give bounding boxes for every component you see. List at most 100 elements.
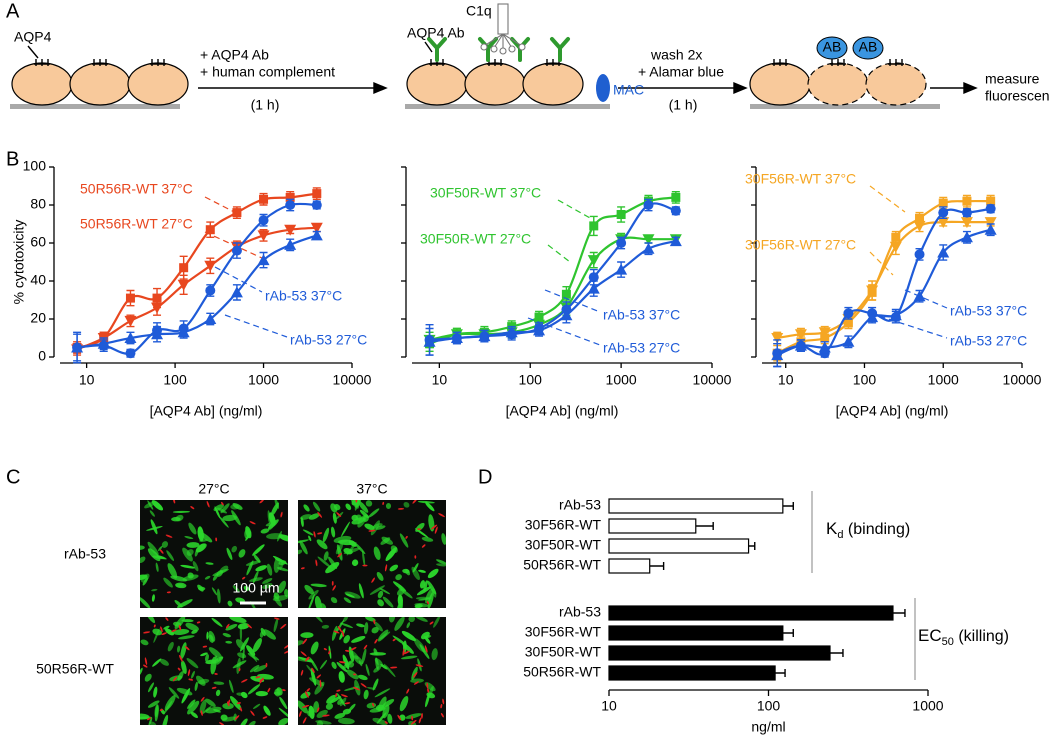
group-label-main: K [826, 519, 838, 538]
panel-label: C [6, 466, 20, 488]
dead-cell [421, 544, 426, 548]
cell-blob [412, 562, 419, 573]
marker [938, 198, 948, 208]
dead-cell [241, 678, 248, 683]
fit-curve [429, 236, 676, 341]
cell-blob [205, 698, 216, 707]
cell-blob [308, 594, 315, 608]
dead-cell [190, 506, 195, 510]
dead-cell [424, 645, 428, 653]
dead-cell [239, 707, 243, 712]
dead-cell [165, 617, 169, 621]
cell-blob [237, 623, 250, 630]
cell-blob [373, 621, 383, 632]
dead-cell [306, 688, 311, 692]
dead-cell [413, 671, 418, 678]
cell-blob [278, 534, 288, 542]
cell-blob [272, 595, 288, 602]
marker [914, 249, 925, 260]
error-bar [649, 562, 665, 570]
cell-blob [249, 664, 260, 673]
cell-blob [140, 639, 149, 646]
group-label-suffix: (binding) [843, 521, 910, 538]
marker [534, 312, 544, 322]
series-label: 50R56R-WT 37°C [80, 181, 193, 197]
cell-blob [362, 550, 366, 567]
label: AQP4 Ab [407, 25, 465, 41]
cell-blob [330, 526, 336, 538]
marker [257, 230, 270, 242]
cell-blob [395, 574, 402, 581]
dead-cell [302, 705, 310, 708]
dead-cell [344, 702, 351, 705]
cell-blob [356, 623, 365, 628]
cell-blob [185, 622, 199, 631]
cell-blob [372, 678, 379, 691]
leader-line [904, 289, 948, 309]
cell-blob [331, 625, 338, 641]
dead-cell [284, 650, 288, 654]
cell-blob [171, 517, 181, 522]
cell-blob [225, 640, 233, 644]
x-tick-label: 10000 [333, 372, 372, 388]
marker [125, 293, 135, 303]
marker [818, 341, 831, 353]
cell-blob [277, 580, 287, 594]
cell-blob [298, 640, 304, 646]
series-label: rAb-53 27°C [290, 332, 367, 348]
y-tick-label: 40 [30, 272, 46, 288]
marker [589, 221, 599, 231]
cell-blob [405, 568, 411, 576]
dead-cell [273, 617, 280, 620]
cell-blob [330, 597, 338, 604]
label: (1 h) [251, 97, 280, 113]
dead-cell [350, 647, 357, 651]
fit-curve [776, 199, 991, 355]
dead-cell [427, 688, 430, 693]
dead-cell [206, 501, 210, 508]
series-label: rAb-53 27°C [603, 340, 680, 356]
leader-line [214, 266, 263, 293]
label: fluorescence [985, 88, 1050, 104]
cell-blob [425, 501, 435, 512]
cell-blob [325, 561, 340, 574]
cell-blob [216, 656, 224, 665]
cell-blob [229, 617, 247, 624]
cell-blob [142, 577, 149, 586]
cell-blob [332, 512, 337, 524]
cell-blob [245, 560, 261, 566]
dead-cell [384, 721, 388, 724]
dead-cell [300, 567, 305, 570]
cell-blob [361, 648, 367, 665]
cell-blob [172, 510, 190, 513]
dead-cell [178, 654, 183, 662]
cell-blob [365, 617, 376, 622]
cell-blob [182, 547, 193, 562]
cell-blob [390, 545, 398, 553]
dead-cell [302, 638, 308, 645]
dead-cell [317, 511, 323, 518]
cell-blob [306, 664, 313, 673]
cell-blob [418, 569, 426, 573]
marker [960, 231, 973, 243]
cell-blob [363, 689, 369, 700]
x-tick-label: 100 [163, 372, 187, 388]
dead-cell [345, 649, 350, 652]
marker [889, 241, 902, 253]
cell-blob [180, 564, 196, 569]
marker [866, 285, 879, 297]
marker [204, 260, 217, 272]
cell-blob [144, 673, 152, 682]
marker [937, 246, 950, 258]
dead-cell [267, 687, 271, 693]
marker [259, 194, 269, 204]
cell-blob [352, 541, 366, 555]
label: AQP4 [14, 29, 52, 45]
cell-blob [172, 629, 190, 635]
x-tick-label: 1000 [248, 372, 279, 388]
dead-cell [315, 559, 318, 567]
cell-blob [369, 585, 385, 595]
cell-blob [237, 652, 247, 659]
cell-blob [152, 628, 163, 636]
cell-blob [253, 664, 268, 673]
